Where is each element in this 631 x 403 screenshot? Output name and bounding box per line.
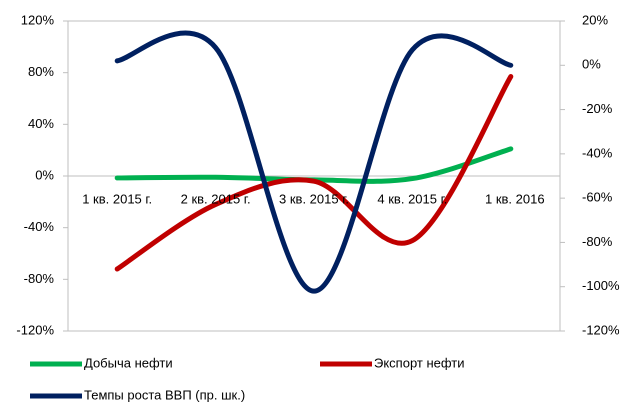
y-tick-label: 40% [28,116,54,131]
y-tick-label: -40% [24,219,55,234]
legend-label: Экспорт нефти [374,355,465,370]
y2-tick-label: 0% [582,57,601,72]
y2-tick-label: -60% [582,190,613,205]
y2-tick-label: 20% [582,12,608,27]
series-line [114,30,514,294]
y2-tick-label: -100% [582,278,620,293]
y2-tick-label: -40% [582,145,613,160]
x-tick-label: 3 кв. 2015 г. [279,191,349,206]
y2-tick-label: -20% [582,101,613,116]
legend-label: Темпы роста ВВП (пр. шк.) [84,387,245,402]
y-tick-label: 80% [28,64,54,79]
x-tick-label: 4 кв. 2015 г. [377,191,447,206]
y2-tick-label: -120% [582,322,620,337]
legend-label: Добыча нефти [84,355,173,370]
y-tick-label: 120% [21,12,55,27]
x-tick-label: 1 кв. 2016 [485,191,545,206]
x-tick-label: 1 кв. 2015 г. [82,191,152,206]
y-tick-label: -80% [24,271,55,286]
x-tick-label: 2 кв. 2015 г. [181,191,251,206]
y2-tick-label: -80% [582,234,613,249]
y-tick-label: -120% [16,322,54,337]
y-tick-label: 0% [35,167,54,182]
series-line [114,74,514,272]
